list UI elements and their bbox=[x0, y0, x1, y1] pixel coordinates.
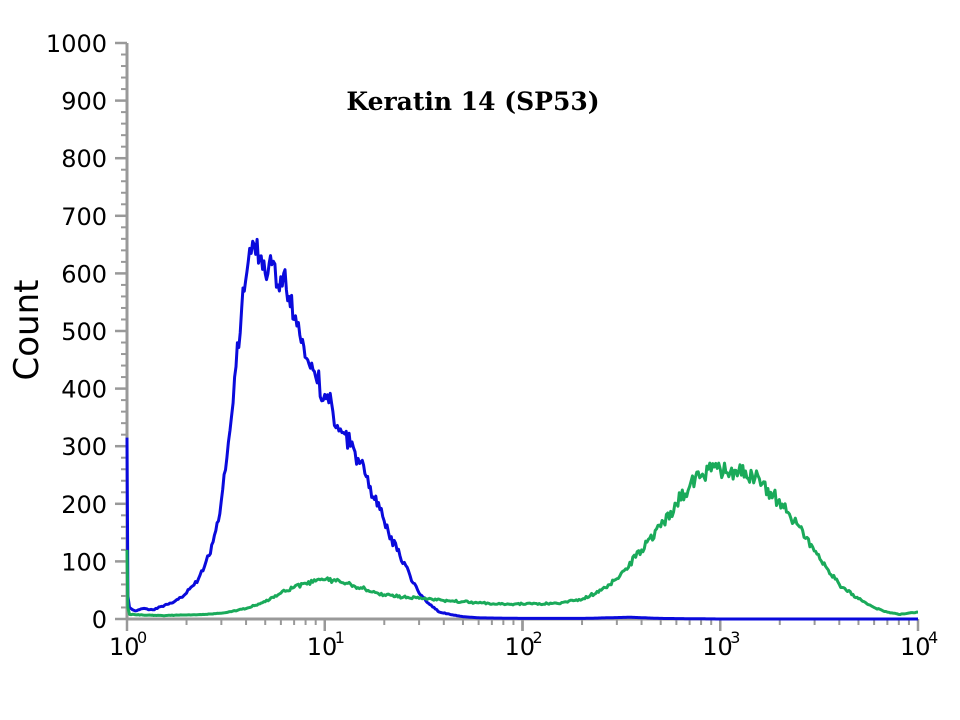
x-tick-label: 104 bbox=[900, 628, 938, 661]
chart-title: Keratin 14 (SP53) bbox=[346, 87, 599, 116]
y-tick-label: 500 bbox=[61, 318, 107, 346]
x-tick-base: 10 bbox=[900, 633, 931, 661]
x-tick-label: 102 bbox=[505, 628, 543, 661]
x-tick-label: 100 bbox=[109, 628, 147, 661]
y-tick-label: 100 bbox=[61, 548, 107, 576]
x-tick-base: 10 bbox=[109, 633, 140, 661]
x-tick-base: 10 bbox=[702, 633, 733, 661]
x-tick-label: 103 bbox=[702, 628, 740, 661]
y-tick-label: 0 bbox=[92, 606, 107, 634]
x-tick-exponent: 3 bbox=[730, 628, 740, 647]
x-tick-base: 10 bbox=[307, 633, 338, 661]
y-tick-label: 600 bbox=[61, 260, 107, 288]
y-tick-label: 400 bbox=[61, 376, 107, 404]
y-axis-label: Count bbox=[7, 280, 47, 381]
x-tick-base: 10 bbox=[505, 633, 536, 661]
x-tick-exponent: 2 bbox=[533, 628, 543, 647]
y-tick-label: 900 bbox=[61, 88, 107, 116]
y-tick-label: 1000 bbox=[46, 30, 107, 58]
x-tick-exponent: 0 bbox=[137, 628, 147, 647]
y-tick-label: 300 bbox=[61, 433, 107, 461]
x-tick-label: 101 bbox=[307, 628, 345, 661]
y-tick-label: 800 bbox=[61, 145, 107, 173]
y-tick-label: 200 bbox=[61, 491, 107, 519]
series-line-2 bbox=[125, 461, 919, 618]
x-tick-exponent: 1 bbox=[335, 628, 345, 647]
series-layer bbox=[125, 237, 919, 621]
y-tick-label: 700 bbox=[61, 203, 107, 231]
series-line-1 bbox=[125, 237, 919, 621]
x-tick-exponent: 4 bbox=[928, 628, 938, 647]
